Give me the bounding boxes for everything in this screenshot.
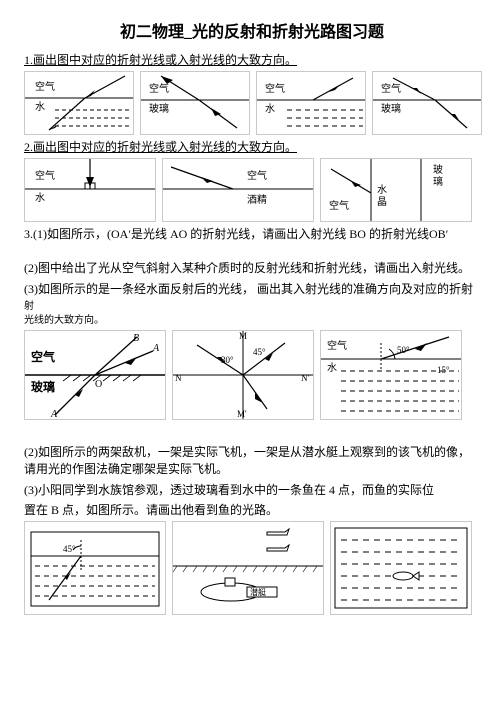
svg-text:空气: 空气 (381, 82, 401, 95)
svg-text:空气: 空气 (31, 349, 55, 364)
q1-d4: 空气 玻璃 (372, 71, 482, 135)
svg-text:M': M' (237, 409, 247, 419)
plane-icon (267, 529, 289, 551)
question-3-3a: (3)如图所示的是一条经水面反射后的光线， 画出其入射光线的准确方向及对应的折射 (24, 281, 480, 298)
question-1: 1.画出图中对应的折射光线或入射光线的大致方向。 (24, 52, 480, 69)
question-3-3b: 射光线的大致方向。 (24, 300, 480, 328)
q4-d3 (330, 521, 472, 615)
q1-d1: 空气 水 (24, 71, 134, 135)
question-3-2: (2)图中给出了光从空气斜射入某种介质时的反射光线和折射光线，请画出入射光线。 (24, 260, 480, 277)
svg-text:15°: 15° (437, 365, 450, 375)
q2-d3: 空气 水 晶 玻 璃 (320, 158, 472, 222)
q3-diagrams: 空气 玻璃 O A B A′ (24, 330, 480, 420)
svg-text:45°: 45° (253, 347, 266, 357)
q4-diagrams: 45° (24, 521, 480, 615)
label-water: 水 (35, 101, 45, 113)
svg-text:50°: 50° (397, 345, 410, 355)
svg-text:璃: 璃 (433, 175, 443, 188)
svg-text:玻璃: 玻璃 (149, 102, 169, 115)
svg-text:酒精: 酒精 (247, 193, 267, 206)
submarine-icon: 潜艇 (201, 578, 277, 601)
svg-text:水: 水 (265, 103, 275, 115)
q1-d2: 空气 玻璃 (140, 71, 250, 135)
svg-text:空气: 空气 (265, 82, 285, 95)
q4-d2: 潜艇 (172, 521, 324, 615)
q3-d2: N N' M M' 30° 45° (172, 330, 314, 420)
svg-text:水: 水 (35, 192, 45, 204)
svg-text:空气: 空气 (247, 169, 267, 182)
svg-text:30°: 30° (221, 355, 234, 365)
svg-text:潜艇: 潜艇 (250, 587, 266, 597)
svg-text:N': N' (301, 373, 309, 383)
svg-text:B: B (133, 333, 139, 344)
svg-text:空气: 空气 (35, 169, 55, 182)
svg-text:水: 水 (327, 362, 337, 374)
q1-diagrams: 空气 水 空气 玻璃 (24, 71, 480, 135)
svg-text:M: M (239, 331, 247, 341)
question-4-3a: (3)小阳同学到水族馆参观，透过玻璃看到水中的一条鱼在 4 点，而鱼的实际位 (24, 482, 480, 499)
q1-d3: 空气 水 (256, 71, 366, 135)
fish-icon (393, 572, 419, 580)
q2-d2: 空气 酒精 (162, 158, 314, 222)
svg-text:A′: A′ (50, 409, 60, 419)
svg-text:玻: 玻 (433, 163, 443, 176)
svg-text:O: O (95, 379, 102, 390)
svg-text:玻璃: 玻璃 (381, 102, 401, 115)
q3-d3: 空气 水 50° 15° (320, 330, 462, 420)
svg-text:晶: 晶 (377, 196, 387, 208)
q4-d1: 45° (24, 521, 166, 615)
q2-diagrams: 空气 水 空气 酒精 空气 水 (24, 158, 480, 222)
worksheet-page: 初二物理_光的反射和折射光路图习题 1.画出图中对应的折射光线或入射光线的大致方… (0, 0, 504, 637)
page-title: 初二物理_光的反射和折射光路图习题 (24, 18, 480, 42)
q2-d1: 空气 水 (24, 158, 156, 222)
svg-text:空气: 空气 (327, 339, 347, 352)
svg-text:水: 水 (377, 184, 387, 196)
q3-d1: 空气 玻璃 O A B A′ (24, 330, 166, 420)
question-4-2: (2)如图所示的两架敌机，一架是实际飞机，一架是从潜水艇上观察到的该飞机的像，请… (24, 444, 480, 478)
label-air: 空气 (35, 80, 55, 93)
svg-text:N: N (175, 373, 182, 383)
question-3-1: 3.(1)如图所示，(OA′是光线 AO 的折射光线，请画出入射光线 BO 的折… (24, 226, 480, 243)
question-2: 2.画出图中对应的折射光线或入射光线的大致方向。 (24, 139, 480, 156)
svg-text:A: A (152, 343, 160, 354)
question-4-3b: 置在 B 点，如图所示。请画出他看到鱼的光路。 (24, 502, 480, 519)
svg-text:空气: 空气 (149, 82, 169, 95)
svg-text:玻璃: 玻璃 (31, 379, 55, 394)
svg-text:空气: 空气 (329, 199, 349, 212)
